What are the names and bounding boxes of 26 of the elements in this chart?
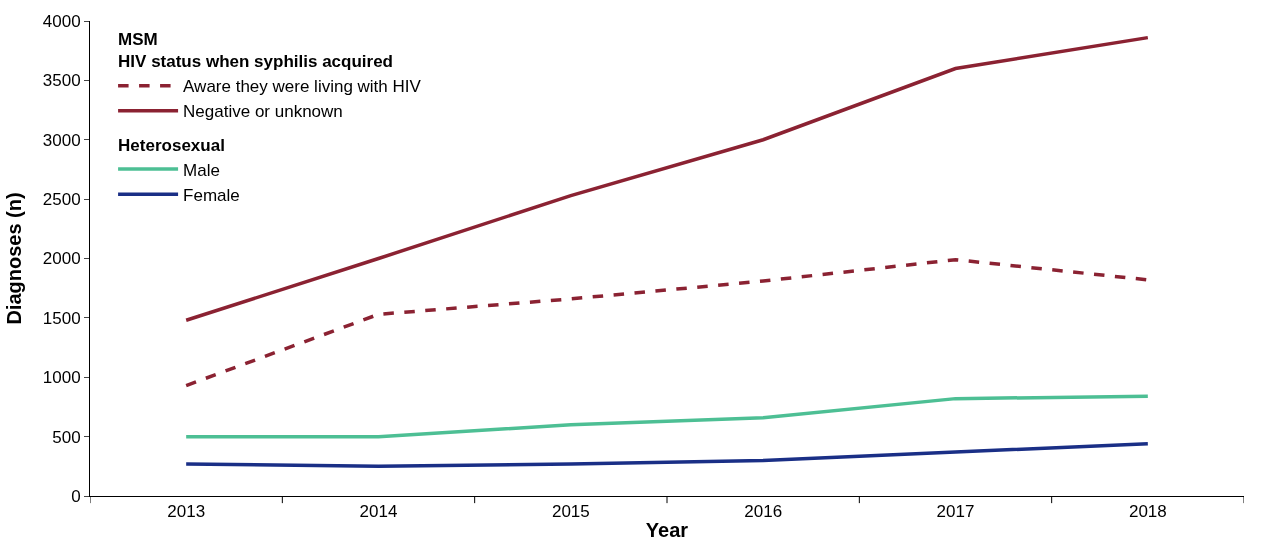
y-tick-label: 3500 (42, 71, 81, 91)
x-tick-label: 2015 (551, 502, 590, 522)
x-tick-label: 2013 (167, 502, 206, 522)
line-series (184, 394, 1150, 439)
y-tick-label: 500 (52, 427, 81, 447)
y-tick-label: 3000 (42, 130, 81, 150)
x-tick-label: 2014 (359, 502, 398, 522)
y-tick-label: 2500 (42, 190, 81, 210)
legend-label: Male (183, 160, 220, 180)
line-series (184, 442, 1150, 469)
y-tick-label: 0 (71, 486, 81, 506)
legend-label: Female (183, 185, 240, 205)
y-tick-label: 2000 (42, 249, 81, 269)
legend-label: Aware they were living with HIV (183, 77, 422, 97)
annotation: HIV status when syphilis acquired (118, 52, 393, 72)
annotation: Heterosexual (118, 135, 225, 155)
legend-label: Negative or unknown (183, 102, 343, 122)
annotation: MSM (118, 30, 158, 50)
y-tick-label: 1000 (42, 368, 81, 388)
x-tick-label: 2018 (1128, 502, 1167, 522)
y-tick-label: 4000 (42, 11, 81, 31)
x-tick-label: 2017 (936, 502, 975, 522)
x-axis-title: Year (645, 518, 689, 541)
y-tick-label: 1500 (42, 308, 81, 328)
y-axis-title: Diagnoses (n) (3, 192, 26, 325)
x-tick-label: 2016 (744, 502, 783, 522)
